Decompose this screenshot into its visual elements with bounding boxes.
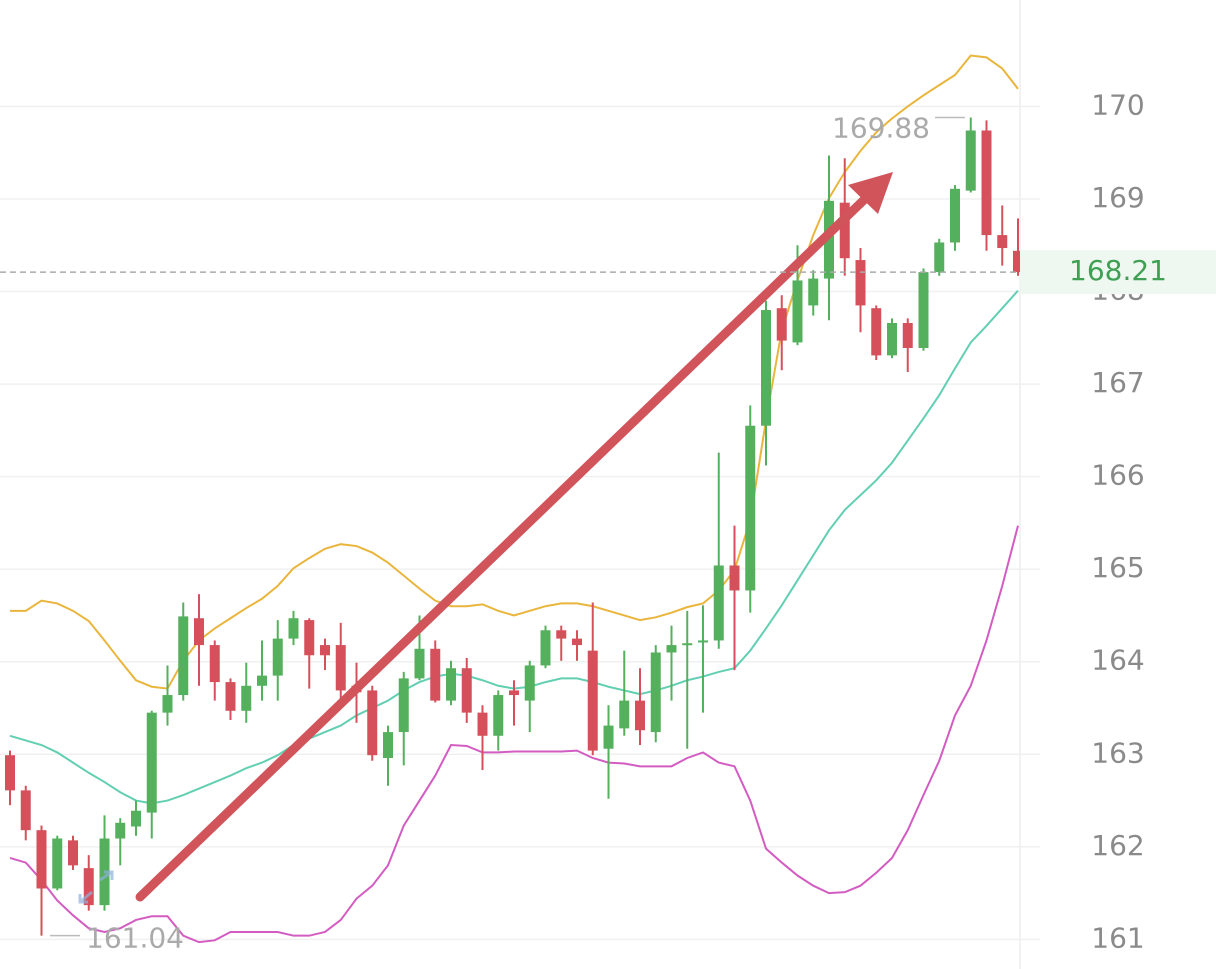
y-tick-label: 163	[1091, 736, 1144, 769]
candle-body	[981, 130, 992, 236]
candle-body	[398, 678, 409, 733]
candle-body	[776, 308, 787, 341]
candle-body	[698, 640, 708, 643]
y-tick-label: 164	[1091, 644, 1144, 677]
candle-body	[131, 810, 141, 827]
candle-body	[83, 868, 94, 906]
last-price-box	[1020, 250, 1216, 295]
candle-body	[619, 700, 630, 729]
candle-body	[792, 280, 803, 343]
candle-body	[383, 732, 393, 758]
candle-body	[635, 700, 645, 731]
band-line	[10, 54, 1019, 690]
candle-body	[178, 616, 189, 696]
trend-arrow	[135, 191, 873, 902]
candle-body	[761, 310, 771, 426]
annotations: 168.21 169.88 161.04	[0, 112, 1216, 955]
candle-body	[367, 690, 378, 756]
candle-body	[493, 695, 504, 736]
last-price-label: 168.21	[1069, 254, 1167, 287]
candle-body	[146, 712, 157, 813]
candles	[5, 117, 1023, 936]
high-label: 169.88	[832, 112, 930, 145]
candle-body	[839, 202, 850, 259]
candle-body	[257, 675, 267, 686]
candle-body	[729, 565, 740, 591]
y-tick-label: 161	[1091, 921, 1144, 954]
candle-body	[650, 652, 661, 733]
y-tick-label: 167	[1091, 366, 1144, 399]
y-tick-label: 166	[1091, 459, 1144, 492]
candle-body	[540, 630, 551, 666]
candle-body	[587, 650, 598, 751]
candle-body	[320, 645, 330, 656]
candle-body	[430, 648, 441, 701]
low-label: 161.04	[86, 922, 184, 955]
candle-body	[902, 323, 913, 348]
candle-body	[918, 272, 929, 348]
candle-body	[934, 242, 945, 273]
candle-body	[20, 790, 31, 831]
band-line	[9, 525, 1019, 944]
resize-icon	[78, 870, 114, 904]
candle-body	[666, 645, 677, 653]
candle-body	[713, 565, 724, 641]
candle-body	[335, 645, 346, 691]
candle-body	[209, 645, 220, 683]
candle-body	[808, 278, 819, 306]
candle-body	[36, 830, 47, 889]
candle-body	[572, 638, 582, 646]
candle-body	[272, 638, 283, 676]
candle-body	[241, 685, 252, 711]
y-tick-label: 165	[1091, 551, 1144, 584]
candle-body	[477, 712, 488, 736]
candle-body	[871, 308, 882, 356]
candle-body	[965, 130, 976, 191]
candle-body	[950, 188, 960, 243]
candle-body	[887, 323, 897, 356]
candle-body	[556, 630, 567, 639]
candle-body	[461, 668, 472, 713]
candle-body	[745, 425, 756, 591]
candle-body	[225, 682, 236, 711]
y-tick-label: 170	[1091, 88, 1144, 121]
candle-body	[414, 648, 425, 679]
y-tick-label: 162	[1091, 829, 1144, 862]
candle-body	[509, 690, 519, 696]
candle-body	[52, 838, 63, 889]
candle-body	[446, 668, 456, 701]
candle-body	[304, 620, 315, 656]
trend-arrowhead	[848, 172, 893, 214]
candle-body	[997, 235, 1008, 249]
candle-body	[115, 822, 126, 839]
candle-body	[68, 840, 78, 866]
y-tick-label: 169	[1091, 181, 1144, 214]
candle-body	[1013, 250, 1023, 273]
candle-body	[162, 695, 173, 713]
candle-body	[855, 260, 866, 306]
candle-body	[194, 618, 204, 646]
candle-body	[5, 755, 15, 791]
candle-body	[682, 643, 693, 646]
candle-body	[603, 725, 614, 749]
candle-body	[524, 665, 535, 701]
candle-body	[288, 618, 299, 639]
